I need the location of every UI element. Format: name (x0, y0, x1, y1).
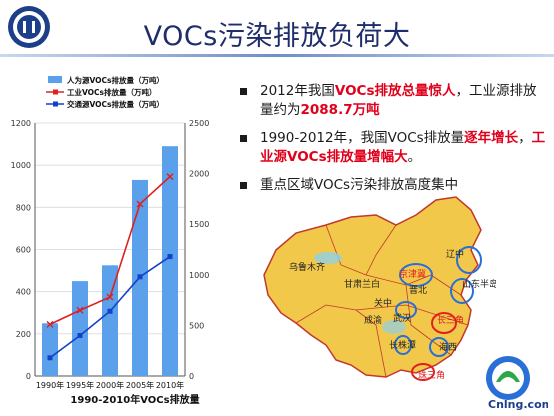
map-region-label: 成渝 (364, 314, 382, 326)
data-point (46, 320, 54, 328)
legend-swatch (53, 89, 58, 95)
map-region-label: 甘肃兰白 (344, 278, 380, 290)
bullet-marker (240, 135, 247, 142)
bullet-text: 2012年我国 (260, 83, 335, 99)
bullet-marker (240, 88, 247, 95)
x-tick-label: 2000年 (96, 380, 124, 390)
data-point (76, 306, 84, 314)
legend-swatch (53, 101, 58, 107)
bar (102, 265, 118, 376)
map-region-label: 晋北 (409, 285, 427, 296)
bullet-text: 重点区域VOCs污染排放高度集中 (260, 177, 459, 193)
bullet-text: ， (518, 130, 532, 146)
highlight-text: 2088.7万吨 (300, 102, 380, 118)
highlight-text: 工业源VOCs排放量增幅大 (260, 130, 546, 165)
chart-caption: 1990-2010年VOCs排放量 (70, 395, 200, 406)
bullet-item: 重点区域VOCs污染排放高度集中 (238, 176, 548, 195)
x-tick-label: 2010年 (156, 380, 184, 390)
data-point (107, 308, 113, 314)
bullet-list: 2012年我国VOCs排放总量惊人，工业源排放量约为2088.7万吨 1990-2… (238, 82, 548, 204)
legend-swatch (48, 76, 62, 83)
data-point (77, 333, 83, 339)
bullet-text: 1990-2012年，我国VOCs排放量 (260, 130, 465, 146)
map-region-label: 长株潭 (389, 339, 416, 351)
bullet-text: 。 (407, 149, 422, 165)
bullet-text: ，工业源排放量约为 (260, 83, 537, 118)
site-logo: Cnlng.com (478, 352, 553, 412)
bar (72, 281, 88, 376)
map-region-label: 关中 (374, 297, 392, 309)
right-tick-label: 2500 (189, 119, 209, 128)
map-region-label: 武汉 (393, 312, 411, 324)
map-region-label: 海西 (439, 341, 457, 353)
map-region-label: 珠三角 (418, 369, 445, 381)
legend-label: 交通源VOCs排放量（万吨） (67, 99, 164, 109)
map-region-label: 京津冀 (399, 268, 426, 280)
highlight-text: 逐年增长 (464, 130, 519, 146)
data-point (167, 254, 173, 260)
highlight-text: VOCs排放总量惊人 (334, 83, 456, 99)
data-point (166, 173, 174, 181)
bullet-marker (240, 182, 247, 189)
data-point (106, 293, 114, 301)
university-logo (6, 4, 52, 50)
legend-label: 人为源VOCs排放量（万吨） (67, 75, 164, 85)
data-point (137, 274, 143, 280)
bar (162, 146, 178, 376)
x-tick-label: 1990年 (36, 380, 64, 390)
x-tick-label: 2005年 (126, 380, 154, 390)
map-region-label: 辽中 (446, 248, 464, 260)
right-tick-label: 0 (189, 372, 194, 381)
data-point (47, 355, 53, 361)
page-title: VOCs污染排放负荷大 (143, 21, 411, 52)
left-tick-label: 400 (16, 288, 31, 297)
left-tick-label: 0 (26, 372, 31, 381)
bullet-item: 2012年我国VOCs排放总量惊人，工业源排放量约为2088.7万吨 (238, 82, 548, 120)
data-point (136, 200, 144, 208)
right-tick-label: 1000 (189, 271, 209, 280)
right-tick-label: 500 (189, 321, 204, 330)
x-tick-label: 1995年 (66, 380, 94, 390)
bullet-item: 1990-2012年，我国VOCs排放量逐年增长，工业源VOCs排放量增幅大。 (238, 129, 548, 167)
emissions-chart: 0 200 400 600 800 1000 1200 0 500 1000 1500 2000 250… (11, 75, 210, 390)
left-tick-label: 1000 (11, 161, 31, 170)
left-tick-label: 800 (16, 203, 31, 212)
map-region-label: 山东半岛 (462, 278, 496, 290)
right-tick-label: 1500 (189, 220, 209, 229)
left-tick-label: 1200 (11, 119, 31, 128)
legend-label: 工业VOCs排放量（万吨） (67, 87, 157, 97)
site-logo-text: Cnlng.com (488, 398, 548, 411)
map-region-label: 长三角 (437, 314, 464, 326)
bar (42, 323, 58, 376)
title-divider (0, 54, 554, 57)
left-tick-label: 200 (16, 330, 31, 339)
right-tick-label: 2000 (189, 170, 209, 179)
map-region-label: 乌鲁木齐 (289, 261, 325, 273)
left-tick-label: 600 (16, 246, 31, 255)
